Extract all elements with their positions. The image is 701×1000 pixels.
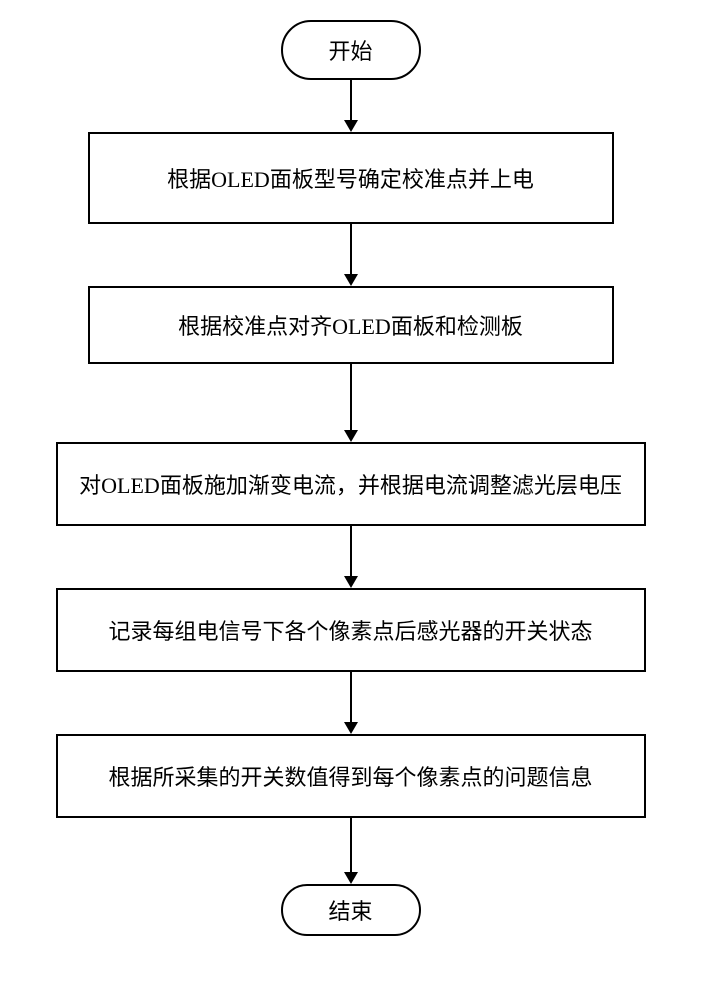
arrow [344,526,358,588]
arrow-shaft [350,80,352,120]
node-end: 结束 [281,884,421,936]
arrow-head [344,576,358,588]
node-label: 开始 [328,34,372,66]
arrow [344,818,358,884]
node-step5: 根据所采集的开关数值得到每个像素点的问题信息 [56,734,646,818]
node-label: 根据所采集的开关数值得到每个像素点的问题信息 [108,760,592,792]
flowchart: 开始根据OLED面板型号确定校准点并上电根据校准点对齐OLED面板和检测板对OL… [56,20,646,936]
arrow [344,224,358,286]
arrow [344,672,358,734]
node-label: 记录每组电信号下各个像素点后感光器的开关状态 [108,614,592,646]
arrow-shaft [350,526,352,576]
node-step1: 根据OLED面板型号确定校准点并上电 [88,132,614,224]
arrow-head [344,430,358,442]
node-label: 根据OLED面板型号确定校准点并上电 [167,162,534,194]
arrow-shaft [350,818,352,872]
node-step4: 记录每组电信号下各个像素点后感光器的开关状态 [56,588,646,672]
arrow [344,364,358,442]
node-label: 对OLED面板施加渐变电流，并根据电流调整滤光层电压 [79,468,622,500]
arrow-head [344,120,358,132]
arrow-head [344,872,358,884]
node-label: 结束 [328,894,372,926]
node-step3: 对OLED面板施加渐变电流，并根据电流调整滤光层电压 [56,442,646,526]
arrow [344,80,358,132]
arrow-head [344,274,358,286]
node-step2: 根据校准点对齐OLED面板和检测板 [88,286,614,364]
node-label: 根据校准点对齐OLED面板和检测板 [178,309,523,341]
arrow-head [344,722,358,734]
arrow-shaft [350,672,352,722]
node-start: 开始 [281,20,421,80]
arrow-shaft [350,224,352,274]
arrow-shaft [350,364,352,430]
